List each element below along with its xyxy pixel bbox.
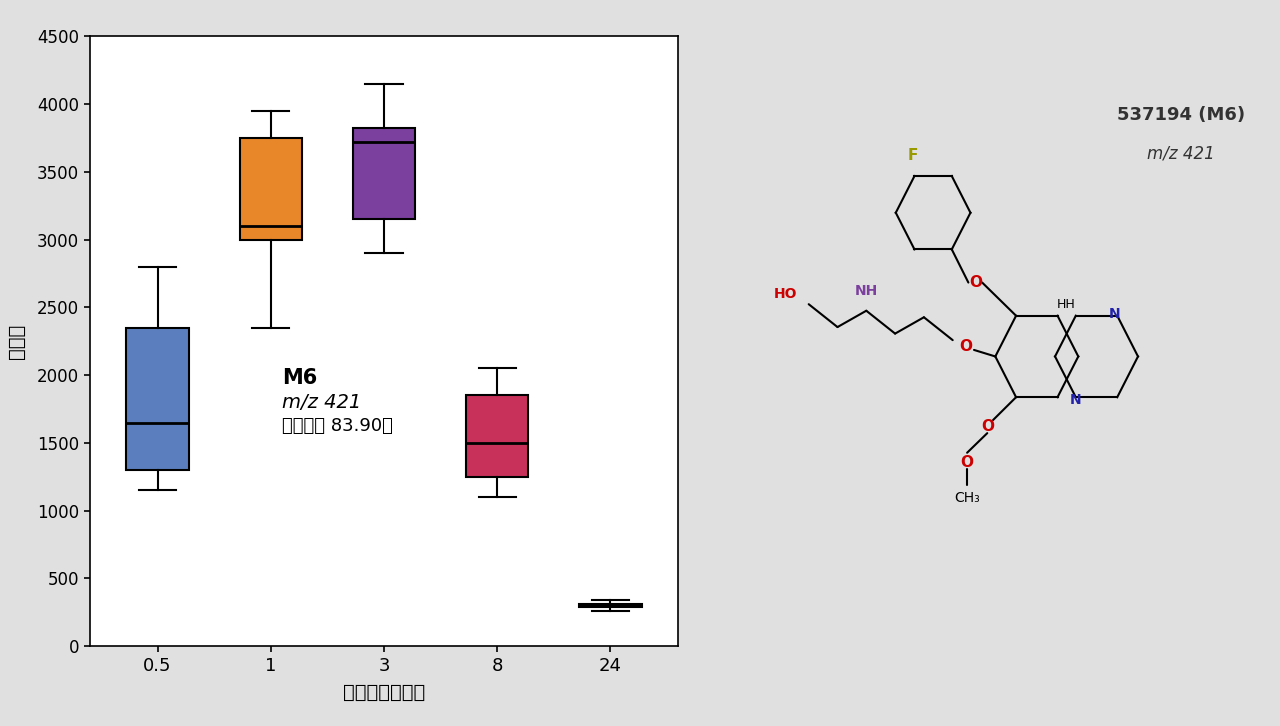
X-axis label: タイムポイント: タイムポイント — [343, 683, 425, 702]
Bar — [239, 138, 302, 240]
Text: N: N — [1070, 393, 1082, 407]
Text: NH: NH — [855, 284, 878, 298]
Bar — [127, 327, 188, 470]
Text: 537194 (M6): 537194 (M6) — [1116, 106, 1245, 123]
Text: HH: HH — [1056, 298, 1075, 311]
Bar — [466, 396, 529, 477]
Text: HO: HO — [773, 287, 797, 301]
Bar — [353, 129, 415, 219]
Text: O: O — [969, 275, 982, 290]
Text: （スコア 83.90）: （スコア 83.90） — [282, 417, 393, 435]
Text: CH₃: CH₃ — [954, 492, 980, 505]
Text: m/z 421: m/z 421 — [282, 393, 361, 412]
Text: M6: M6 — [282, 368, 317, 388]
Text: N: N — [1108, 307, 1120, 322]
Text: F: F — [908, 147, 918, 163]
Bar — [580, 604, 641, 607]
Text: O: O — [959, 339, 972, 354]
Text: m/z 421: m/z 421 — [1147, 145, 1215, 163]
Text: O: O — [980, 419, 993, 434]
Y-axis label: 存在量: 存在量 — [6, 324, 26, 359]
Text: O: O — [960, 455, 974, 470]
